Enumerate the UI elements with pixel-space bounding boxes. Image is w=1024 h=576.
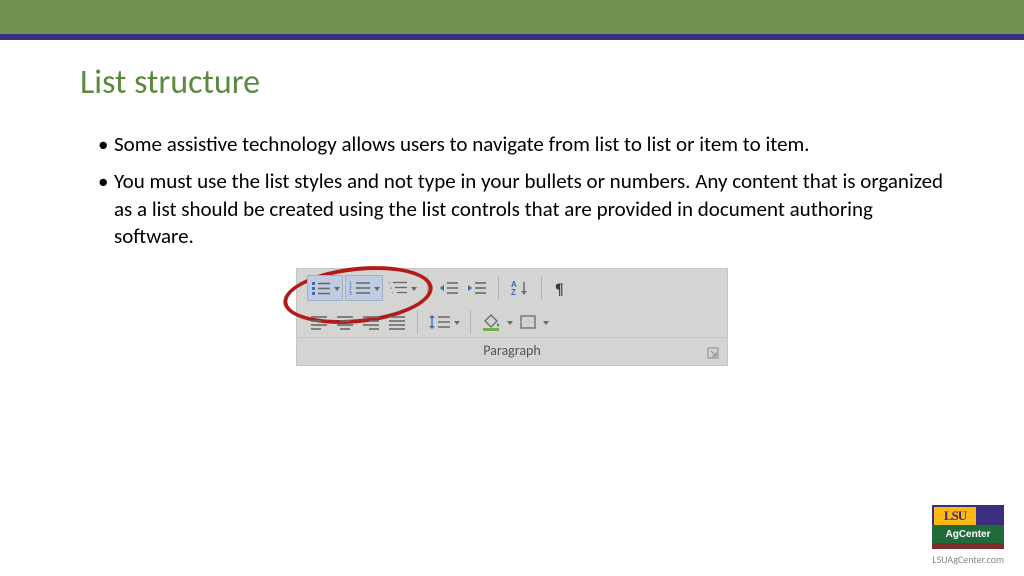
chevron-down-icon: [453, 319, 460, 326]
ribbon-row-1: 1 2 3 1 a i: [297, 269, 727, 303]
ribbon-row-2: [297, 303, 727, 337]
ribbon-group-label-row: Paragraph: [297, 337, 727, 365]
chevron-down-icon: [373, 285, 380, 292]
svg-text:Z: Z: [511, 288, 516, 297]
justify-button[interactable]: [385, 309, 409, 335]
bullet-list: Some assistive technology allows users t…: [80, 131, 944, 250]
svg-text:¶: ¶: [555, 281, 564, 297]
multilevel-list-icon: 1 a i: [387, 279, 409, 297]
logo-mid-text: AgCenter: [932, 525, 1004, 543]
justify-icon: [387, 314, 407, 330]
decrease-indent-icon: [438, 279, 460, 297]
increase-indent-icon: [466, 279, 488, 297]
align-right-icon: [361, 314, 381, 330]
dialog-launcher-icon[interactable]: [707, 347, 719, 359]
increase-indent-button[interactable]: [464, 275, 490, 301]
lsu-agcenter-logo: LSU AgCenter: [932, 505, 1004, 549]
align-center-button[interactable]: [333, 309, 357, 335]
bullet-item: Some assistive technology allows users t…: [98, 131, 944, 158]
borders-button[interactable]: [517, 309, 551, 335]
chevron-down-icon: [542, 319, 549, 326]
header-green-bar: [0, 0, 1024, 34]
borders-icon: [519, 314, 541, 330]
separator: [498, 276, 499, 300]
ribbon-group-label: Paragraph: [483, 342, 541, 359]
line-spacing-icon: [428, 314, 452, 330]
logo-top-text: LSU: [932, 505, 978, 527]
decrease-indent-button[interactable]: [436, 275, 462, 301]
align-right-button[interactable]: [359, 309, 383, 335]
shading-button[interactable]: [479, 309, 515, 335]
bullet-item: You must use the list styles and not typ…: [98, 168, 944, 250]
slide-content: List structure Some assistive technology…: [0, 40, 1024, 366]
bullets-button[interactable]: [307, 275, 343, 301]
align-center-icon: [335, 314, 355, 330]
paint-bucket-icon: [481, 313, 505, 331]
chevron-down-icon: [410, 285, 417, 292]
chevron-down-icon: [333, 285, 340, 292]
chevron-down-icon: [506, 319, 513, 326]
align-left-button[interactable]: [307, 309, 331, 335]
separator: [417, 310, 418, 334]
numbering-icon: 1 2 3: [348, 279, 372, 297]
show-hide-button[interactable]: ¶: [550, 275, 574, 301]
footer-logo-area: LSU AgCenter LSUAgCenter.com: [932, 505, 1004, 566]
multilevel-list-button[interactable]: 1 a i: [385, 275, 419, 301]
separator: [427, 276, 428, 300]
sort-button[interactable]: A Z: [507, 275, 533, 301]
svg-text:i: i: [392, 291, 393, 296]
separator: [541, 276, 542, 300]
numbering-button[interactable]: 1 2 3: [345, 275, 383, 301]
pilcrow-icon: ¶: [552, 279, 572, 297]
align-left-icon: [309, 314, 329, 330]
sort-icon: A Z: [509, 279, 531, 297]
slide-title: List structure: [80, 62, 944, 103]
bullets-icon: [310, 279, 332, 297]
paragraph-ribbon-screenshot: 1 2 3 1 a i: [296, 268, 728, 366]
line-spacing-button[interactable]: [426, 309, 462, 335]
footer-url: LSUAgCenter.com: [932, 553, 1004, 566]
svg-text:3: 3: [349, 291, 352, 297]
separator: [470, 310, 471, 334]
